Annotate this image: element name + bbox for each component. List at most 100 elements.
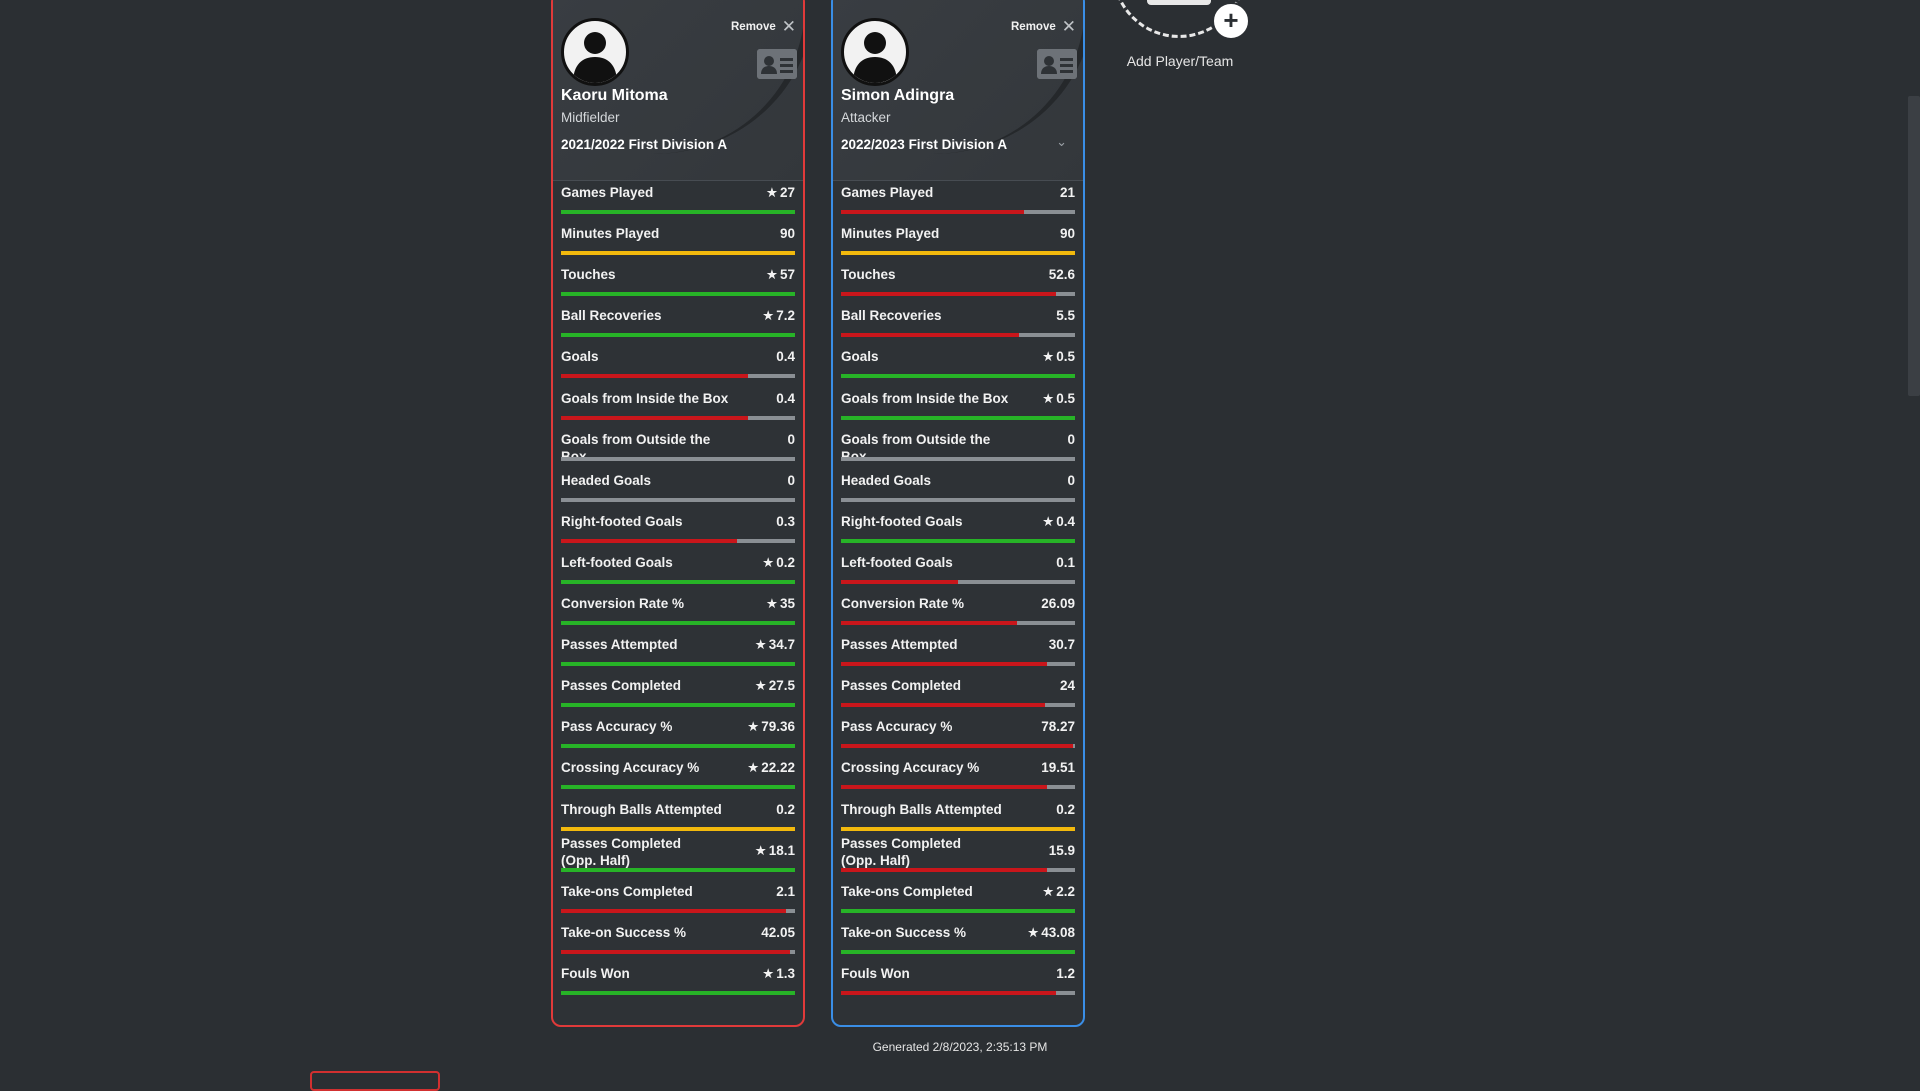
stat-bar-fill (841, 210, 1024, 214)
stat-label: Through Balls Attempted (561, 801, 722, 817)
star-icon: ★ (1042, 513, 1055, 529)
stat-row: Pass Accuracy % ★ 79.36 (561, 718, 795, 754)
stat-bar-fill (841, 579, 958, 584)
stat-bar (841, 497, 1075, 502)
stat-value-text: 0.3 (776, 513, 795, 529)
stat-value-text: 78.27 (1041, 719, 1075, 735)
stat-bar (561, 949, 795, 954)
stat-value: ★ 1.3 (762, 965, 795, 982)
stat-row: Passes Completed (Opp. Half) 15.9 (841, 836, 1075, 878)
stat-row: Passes Completed (Opp. Half) ★ 18.1 (561, 836, 795, 878)
stat-bar-fill (841, 785, 1047, 790)
stat-value-text: 30.7 (1048, 637, 1075, 653)
stat-value: 0.4 (776, 348, 795, 365)
stat-row: Take-on Success % ★ 43.08 (841, 924, 1075, 960)
stat-row: Left-footed Goals ★ 0.2 (561, 554, 795, 590)
stat-value-text: 0.5 (1056, 390, 1075, 406)
generated-timestamp: Generated 2/8/2023, 2:35:13 PM (872, 1040, 1048, 1054)
stat-label: Passes Completed (Opp. Half) (841, 835, 962, 868)
scrollbar[interactable] (1908, 96, 1920, 396)
stat-value-text: 0 (1067, 431, 1075, 447)
stat-bar (561, 826, 795, 831)
stat-value: 19.51 (1041, 759, 1075, 776)
id-card-icon[interactable] (1037, 49, 1077, 79)
remove-button[interactable]: Remove ✕ (1011, 18, 1076, 35)
stat-label: Headed Goals (841, 472, 932, 488)
stat-value-text: 1.3 (776, 965, 795, 981)
stat-value: 2.1 (776, 883, 795, 900)
stat-value: 21 (1060, 184, 1075, 201)
stat-value: ★ 22.22 (747, 759, 795, 776)
player-card-2: Remove ✕ Simon Adingra Attacker 2022/202… (831, 0, 1085, 1027)
stat-value: ★ 0.4 (1042, 513, 1075, 530)
stat-value: ★ 34.7 (755, 636, 795, 653)
stat-value-text: 19.51 (1041, 760, 1075, 776)
stat-value-text: 0 (1067, 472, 1075, 488)
stat-bar-fill (841, 333, 1019, 338)
stat-bar-fill (561, 703, 795, 708)
stat-value: ★ 57 (766, 266, 795, 283)
stat-value-text: 90 (779, 226, 795, 242)
stat-bar-fill (561, 292, 795, 297)
star-icon: ★ (1042, 349, 1055, 365)
season-selector[interactable]: 2022/2023 First Division A (841, 137, 1008, 152)
stat-value: ★ 0.5 (1042, 390, 1075, 407)
stat-row: Right-footed Goals 0.3 (561, 513, 795, 549)
stat-value-text: 0.1 (1056, 554, 1075, 570)
stat-label: Pass Accuracy % (561, 719, 673, 735)
stat-label: Right-footed Goals (841, 513, 963, 529)
stat-row: Games Played 21 (841, 184, 1075, 220)
stat-value: ★ 2.2 (1042, 883, 1075, 900)
stat-value-text: 52.6 (1048, 267, 1075, 283)
season-selector[interactable]: 2021/2022 First Division A (561, 137, 728, 152)
stat-value: ★ 18.1 (755, 842, 795, 859)
stat-bar (841, 374, 1075, 379)
remove-label: Remove (1011, 20, 1056, 33)
stat-bar (561, 374, 795, 379)
stat-row: Minutes Played 90 (561, 225, 795, 261)
avatar (561, 18, 629, 86)
stat-label: Minutes Played (841, 226, 940, 242)
star-icon: ★ (747, 760, 760, 776)
stat-label: Goals from Inside the Box (841, 390, 1009, 406)
stat-value-text: 0.2 (776, 801, 795, 817)
stat-bar (561, 292, 795, 297)
stat-bar (841, 990, 1075, 995)
stat-value-text: 43.08 (1041, 924, 1075, 940)
stat-row: Goals 0.4 (561, 348, 795, 384)
stat-bar-fill (561, 251, 795, 256)
stat-row: Ball Recoveries ★ 7.2 (561, 307, 795, 343)
stat-bar-fill (561, 621, 795, 625)
stat-row: Games Played ★ 27 (561, 184, 795, 220)
stat-value: 0.3 (776, 513, 795, 530)
chevron-down-icon[interactable]: ⌄ (1056, 134, 1067, 149)
stat-value-text: 90 (1059, 226, 1075, 242)
stat-label: Ball Recoveries (841, 308, 942, 324)
add-player-tab (1147, 0, 1211, 5)
stat-row: Crossing Accuracy % 19.51 (841, 759, 1075, 795)
id-card-icon[interactable] (757, 49, 797, 79)
stat-value: 0 (1067, 472, 1075, 489)
stat-bar (561, 415, 795, 420)
stat-value: ★ 0.2 (762, 554, 795, 571)
stat-value: 15.9 (1049, 842, 1075, 859)
stat-row: Conversion Rate % ★ 35 (561, 595, 795, 631)
stat-row: Headed Goals 0 (841, 472, 1075, 508)
stat-row: Fouls Won 1.2 (841, 965, 1075, 1001)
stat-value: 0 (787, 431, 795, 448)
add-plus-icon[interactable]: + (1212, 2, 1250, 40)
player-name: Simon Adingra (841, 87, 955, 104)
stat-label: Conversion Rate % (841, 596, 965, 611)
remove-button[interactable]: Remove ✕ (731, 18, 796, 35)
stat-value: ★ 27.5 (755, 677, 795, 694)
stat-bar (561, 744, 795, 749)
stat-value-text: 0.4 (1056, 513, 1075, 529)
add-player-label[interactable]: Add Player/Team (1126, 53, 1234, 69)
stat-bar (841, 333, 1075, 338)
stat-row: Conversion Rate % 26.09 (841, 595, 1075, 631)
bottom-button[interactable] (310, 1071, 440, 1091)
stat-label: Crossing Accuracy % (561, 760, 700, 776)
stat-value-text: 15.9 (1048, 842, 1075, 858)
